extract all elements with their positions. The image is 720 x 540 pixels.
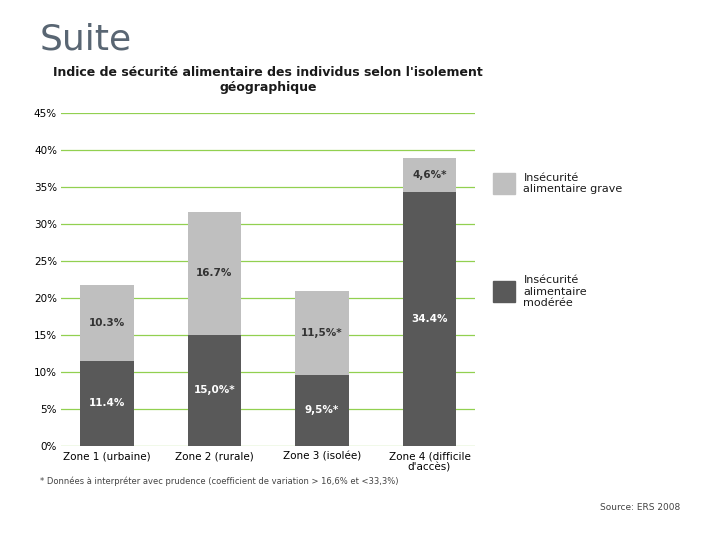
- Text: 9,5%*: 9,5%*: [305, 406, 339, 415]
- Text: Suite: Suite: [40, 23, 132, 57]
- Text: Insécurité
alimentaire grave: Insécurité alimentaire grave: [523, 173, 623, 194]
- Text: 11,5%*: 11,5%*: [301, 328, 343, 338]
- Text: Insécurité
alimentaire
modérée: Insécurité alimentaire modérée: [523, 275, 587, 308]
- Text: 4,6%*: 4,6%*: [413, 170, 446, 180]
- Bar: [187, 335, 241, 446]
- Text: 16.7%: 16.7%: [197, 268, 233, 278]
- Text: 11.4%: 11.4%: [89, 399, 125, 408]
- Text: Indice de sécurité alimentaire des individus selon l'isolement
géographique: Indice de sécurité alimentaire des indiv…: [53, 66, 483, 94]
- Text: * Données à interpréter avec prudence (coefficient de variation > 16,6% et <33,3: * Données à interpréter avec prudence (c…: [40, 476, 398, 486]
- Bar: [402, 192, 456, 446]
- Text: 34.4%: 34.4%: [411, 314, 448, 323]
- Bar: [80, 285, 134, 361]
- Bar: [80, 361, 134, 446]
- Bar: [402, 158, 456, 192]
- Bar: [187, 212, 241, 335]
- Text: 10.3%: 10.3%: [89, 319, 125, 328]
- Bar: [295, 291, 349, 375]
- Text: 15,0%*: 15,0%*: [194, 385, 235, 395]
- Text: Source: ERS 2008: Source: ERS 2008: [600, 503, 680, 512]
- Bar: [295, 375, 349, 445]
